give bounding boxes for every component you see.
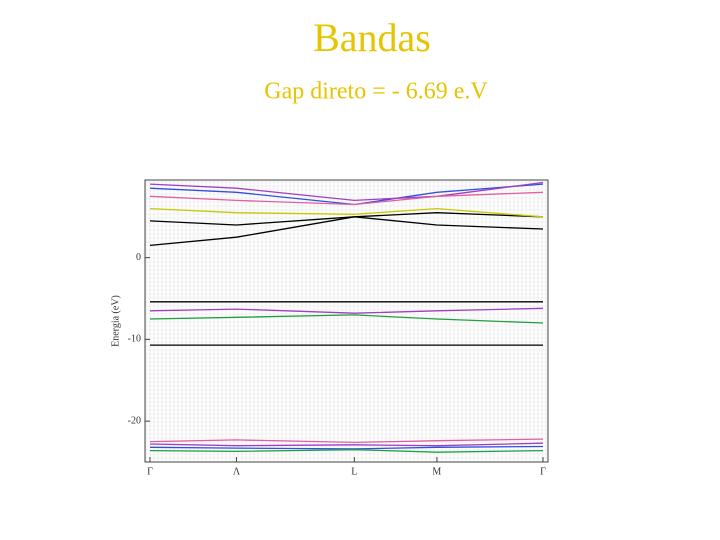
x-tick-label: L	[351, 466, 357, 477]
band-line	[149, 212, 544, 226]
band-line	[149, 438, 544, 444]
chart-title: Bandas	[313, 15, 431, 60]
x-tick-label: Γ	[147, 466, 153, 477]
x-tick-label: Λ	[233, 466, 241, 477]
band-line	[149, 449, 544, 453]
chart-subtitle: Gap direto = - 6.69 e.V	[264, 79, 488, 105]
y-axis-label: Energia (eV)	[110, 295, 121, 347]
band-line	[149, 191, 544, 206]
y-tick-label: 0	[136, 252, 141, 263]
band-line	[149, 314, 544, 324]
y-tick-label: -10	[128, 334, 141, 345]
band-line	[149, 442, 544, 447]
band-line	[149, 207, 544, 218]
band-line	[149, 445, 544, 450]
y-tick-label: -20	[128, 415, 141, 426]
x-tick-label: Γ	[540, 466, 546, 477]
band-line	[149, 307, 544, 314]
x-tick-label: M	[432, 466, 441, 477]
band-line	[149, 181, 544, 202]
